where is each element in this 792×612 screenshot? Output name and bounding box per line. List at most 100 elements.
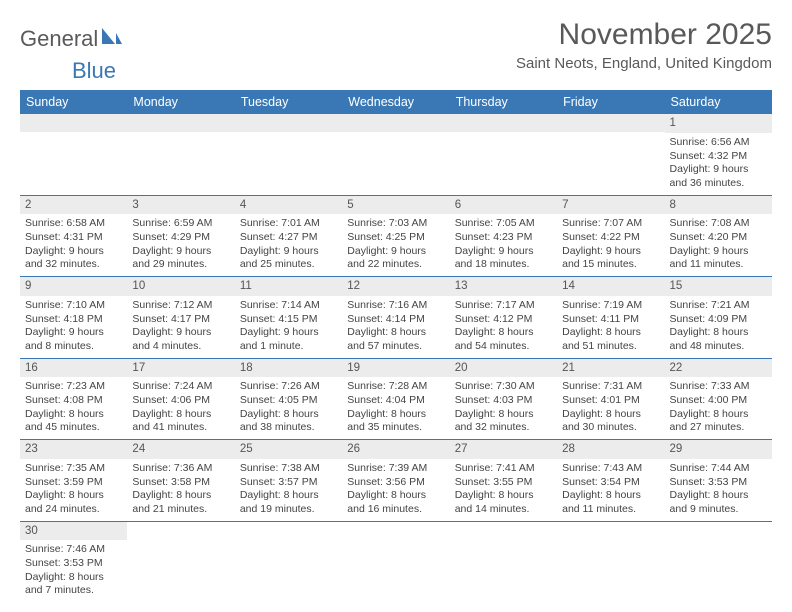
calendar-week-row: 16Sunrise: 7:23 AMSunset: 4:08 PMDayligh… [20,358,772,440]
day-details: Sunrise: 7:39 AMSunset: 3:56 PMDaylight:… [342,459,449,521]
calendar-cell: 14Sunrise: 7:19 AMSunset: 4:11 PMDayligh… [557,277,664,359]
day-details: Sunrise: 7:03 AMSunset: 4:25 PMDaylight:… [342,214,449,276]
weekday-header: Monday [127,90,234,114]
day-number: 9 [20,277,127,296]
day-number: 11 [235,277,342,296]
day-number: 17 [127,359,234,378]
day-details: Sunrise: 7:24 AMSunset: 4:06 PMDaylight:… [127,377,234,439]
month-title: November 2025 [516,18,772,52]
day-details: Sunrise: 7:28 AMSunset: 4:04 PMDaylight:… [342,377,449,439]
calendar-cell: 18Sunrise: 7:26 AMSunset: 4:05 PMDayligh… [235,358,342,440]
calendar-cell: 17Sunrise: 7:24 AMSunset: 4:06 PMDayligh… [127,358,234,440]
logo-text-general: General [20,26,98,52]
calendar-cell [127,114,234,195]
calendar-cell: 10Sunrise: 7:12 AMSunset: 4:17 PMDayligh… [127,277,234,359]
day-number: 26 [342,440,449,459]
weekday-header: Tuesday [235,90,342,114]
day-details: Sunrise: 7:19 AMSunset: 4:11 PMDaylight:… [557,296,664,358]
calendar-week-row: 30Sunrise: 7:46 AMSunset: 3:53 PMDayligh… [20,521,772,602]
calendar-cell [665,521,772,602]
calendar-cell [450,521,557,602]
calendar-cell [235,114,342,195]
calendar-cell: 2Sunrise: 6:58 AMSunset: 4:31 PMDaylight… [20,195,127,277]
weekday-header-row: SundayMondayTuesdayWednesdayThursdayFrid… [20,90,772,114]
day-details: Sunrise: 7:16 AMSunset: 4:14 PMDaylight:… [342,296,449,358]
day-details: Sunrise: 6:58 AMSunset: 4:31 PMDaylight:… [20,214,127,276]
day-details: Sunrise: 7:36 AMSunset: 3:58 PMDaylight:… [127,459,234,521]
day-number: 4 [235,196,342,215]
day-details: Sunrise: 7:30 AMSunset: 4:03 PMDaylight:… [450,377,557,439]
day-details: Sunrise: 7:26 AMSunset: 4:05 PMDaylight:… [235,377,342,439]
day-number: 21 [557,359,664,378]
day-details: Sunrise: 6:59 AMSunset: 4:29 PMDaylight:… [127,214,234,276]
calendar-cell [342,114,449,195]
calendar-cell [20,114,127,195]
day-details: Sunrise: 7:38 AMSunset: 3:57 PMDaylight:… [235,459,342,521]
day-number: 27 [450,440,557,459]
calendar-cell [235,521,342,602]
day-number: 23 [20,440,127,459]
empty-day-header [450,114,557,132]
calendar-cell: 7Sunrise: 7:07 AMSunset: 4:22 PMDaylight… [557,195,664,277]
day-details: Sunrise: 7:10 AMSunset: 4:18 PMDaylight:… [20,296,127,358]
day-details: Sunrise: 7:08 AMSunset: 4:20 PMDaylight:… [665,214,772,276]
calendar-week-row: 1Sunrise: 6:56 AMSunset: 4:32 PMDaylight… [20,114,772,195]
day-number: 22 [665,359,772,378]
calendar-cell [557,114,664,195]
calendar-cell: 15Sunrise: 7:21 AMSunset: 4:09 PMDayligh… [665,277,772,359]
weekday-header: Saturday [665,90,772,114]
day-details: Sunrise: 7:05 AMSunset: 4:23 PMDaylight:… [450,214,557,276]
calendar-cell: 21Sunrise: 7:31 AMSunset: 4:01 PMDayligh… [557,358,664,440]
calendar-cell: 12Sunrise: 7:16 AMSunset: 4:14 PMDayligh… [342,277,449,359]
day-number: 1 [665,114,772,133]
day-details: Sunrise: 7:12 AMSunset: 4:17 PMDaylight:… [127,296,234,358]
day-details: Sunrise: 7:43 AMSunset: 3:54 PMDaylight:… [557,459,664,521]
logo-text-blue: Blue [72,58,772,84]
calendar-cell [127,521,234,602]
day-number: 7 [557,196,664,215]
calendar-week-row: 2Sunrise: 6:58 AMSunset: 4:31 PMDaylight… [20,195,772,277]
day-number: 5 [342,196,449,215]
calendar-cell: 22Sunrise: 7:33 AMSunset: 4:00 PMDayligh… [665,358,772,440]
sail-icon [100,26,122,46]
day-number: 10 [127,277,234,296]
calendar-cell: 9Sunrise: 7:10 AMSunset: 4:18 PMDaylight… [20,277,127,359]
day-number: 2 [20,196,127,215]
day-number: 24 [127,440,234,459]
calendar-cell: 5Sunrise: 7:03 AMSunset: 4:25 PMDaylight… [342,195,449,277]
calendar-cell: 26Sunrise: 7:39 AMSunset: 3:56 PMDayligh… [342,440,449,522]
day-details: Sunrise: 7:21 AMSunset: 4:09 PMDaylight:… [665,296,772,358]
weekday-header: Wednesday [342,90,449,114]
day-details: Sunrise: 7:23 AMSunset: 4:08 PMDaylight:… [20,377,127,439]
weekday-header: Thursday [450,90,557,114]
day-number: 30 [20,522,127,541]
empty-day-header [20,114,127,132]
empty-day-header [235,114,342,132]
calendar-cell: 11Sunrise: 7:14 AMSunset: 4:15 PMDayligh… [235,277,342,359]
calendar-table: SundayMondayTuesdayWednesdayThursdayFrid… [20,90,772,602]
calendar-cell: 23Sunrise: 7:35 AMSunset: 3:59 PMDayligh… [20,440,127,522]
day-number: 13 [450,277,557,296]
day-number: 25 [235,440,342,459]
calendar-cell: 29Sunrise: 7:44 AMSunset: 3:53 PMDayligh… [665,440,772,522]
empty-day-header [342,114,449,132]
day-details: Sunrise: 7:17 AMSunset: 4:12 PMDaylight:… [450,296,557,358]
calendar-cell: 20Sunrise: 7:30 AMSunset: 4:03 PMDayligh… [450,358,557,440]
day-details: Sunrise: 7:35 AMSunset: 3:59 PMDaylight:… [20,459,127,521]
calendar-cell [342,521,449,602]
calendar-cell: 27Sunrise: 7:41 AMSunset: 3:55 PMDayligh… [450,440,557,522]
calendar-cell: 16Sunrise: 7:23 AMSunset: 4:08 PMDayligh… [20,358,127,440]
weekday-header: Sunday [20,90,127,114]
day-number: 20 [450,359,557,378]
day-number: 3 [127,196,234,215]
day-number: 15 [665,277,772,296]
weekday-header: Friday [557,90,664,114]
day-number: 14 [557,277,664,296]
day-details: Sunrise: 7:41 AMSunset: 3:55 PMDaylight:… [450,459,557,521]
day-details: Sunrise: 7:31 AMSunset: 4:01 PMDaylight:… [557,377,664,439]
calendar-cell: 3Sunrise: 6:59 AMSunset: 4:29 PMDaylight… [127,195,234,277]
day-number: 18 [235,359,342,378]
calendar-cell: 28Sunrise: 7:43 AMSunset: 3:54 PMDayligh… [557,440,664,522]
calendar-cell: 8Sunrise: 7:08 AMSunset: 4:20 PMDaylight… [665,195,772,277]
calendar-cell: 13Sunrise: 7:17 AMSunset: 4:12 PMDayligh… [450,277,557,359]
